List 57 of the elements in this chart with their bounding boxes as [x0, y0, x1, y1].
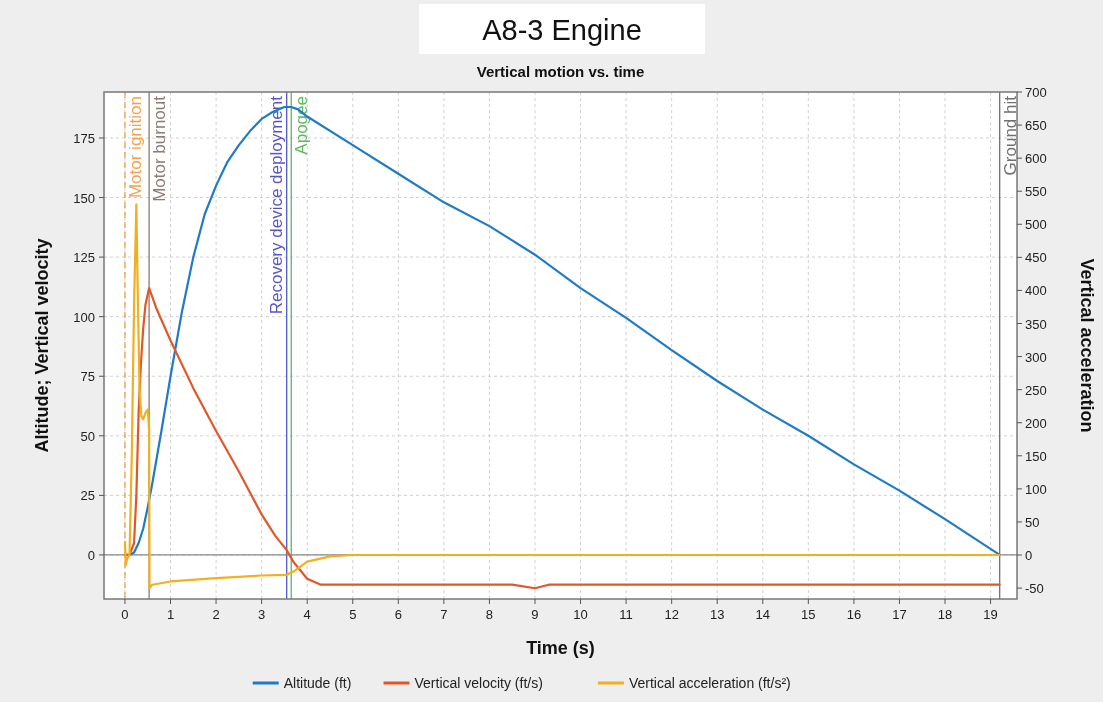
x-tick-label: 5: [349, 607, 357, 622]
x-tick-label: 17: [892, 607, 907, 622]
y-tick-label: 175: [73, 130, 95, 146]
y-axis-title: Altitude; Vertical velocity: [32, 238, 52, 453]
x-tick-label: 1: [166, 607, 175, 622]
x-tick-label: 3: [258, 607, 266, 622]
y2-tick-label: 100: [1025, 481, 1047, 497]
y-tick-label: 50: [80, 428, 95, 444]
y-tick-label: 150: [73, 190, 95, 206]
x-tick-label: 10: [573, 607, 588, 622]
y2-tick-label: 650: [1025, 118, 1047, 134]
x-tick-label: 12: [664, 607, 679, 622]
legend-label: Vertical acceleration (ft/s²): [628, 675, 791, 691]
ref-line-label: Recovery device deployment: [266, 95, 286, 315]
ref-line-label: Apogee: [292, 96, 312, 155]
y2-tick-label: 300: [1025, 349, 1047, 365]
legend-label: Altitude (ft): [283, 675, 352, 691]
y2-tick-label: 400: [1025, 283, 1047, 299]
x-tick-label: 8: [485, 607, 494, 622]
y-tick-label: 25: [80, 488, 95, 504]
x-tick-label: 7: [440, 607, 448, 622]
y2-tick-label: 350: [1025, 316, 1047, 332]
y-tick-label: 125: [73, 250, 95, 266]
y2-tick-label: -50: [1025, 581, 1044, 597]
y2-tick-label: 450: [1025, 250, 1047, 266]
y2-tick-label: 150: [1025, 448, 1047, 464]
ref-line-label: Motor ignition: [125, 96, 145, 199]
x-tick-label: 0: [121, 607, 129, 622]
x-tick-label: 14: [755, 607, 771, 622]
x-tick-label: 15: [801, 607, 816, 622]
x-tick-label: 6: [394, 607, 402, 622]
x-tick-label: 18: [937, 607, 953, 622]
y2-tick-label: 200: [1025, 415, 1047, 431]
chart-subtitle: Vertical motion vs. time: [476, 63, 645, 80]
y2-tick-label: 600: [1025, 151, 1047, 167]
chart-title: A8-3 Engine: [482, 14, 642, 46]
y-tick-label: 100: [73, 309, 95, 325]
x-tick-label: 19: [983, 607, 998, 622]
x-tick-label: 4: [303, 607, 311, 622]
y2-tick-label: 0: [1025, 548, 1033, 564]
y2-tick-label: 500: [1025, 217, 1047, 233]
x-tick-label: 2: [212, 607, 220, 622]
y2-tick-label: 50: [1025, 514, 1040, 530]
y2-tick-label: 700: [1025, 85, 1047, 100]
ref-line-label: Ground hit: [1000, 95, 1020, 176]
legend-label: Vertical velocity (ft/s): [414, 675, 543, 691]
x-tick-label: 13: [709, 607, 725, 622]
y2-axis-title: Vertical acceleration: [1077, 258, 1097, 433]
x-tick-label: 9: [531, 607, 539, 622]
y2-tick-label: 550: [1025, 184, 1047, 200]
ref-line-label: Motor burnout: [150, 95, 170, 202]
x-axis-title: Time (s): [526, 638, 595, 658]
x-tick-label: 11: [619, 607, 633, 622]
y-tick-label: 0: [87, 547, 95, 563]
y2-tick-label: 250: [1025, 382, 1047, 398]
x-tick-label: 16: [846, 607, 862, 622]
y-tick-label: 75: [80, 369, 95, 385]
